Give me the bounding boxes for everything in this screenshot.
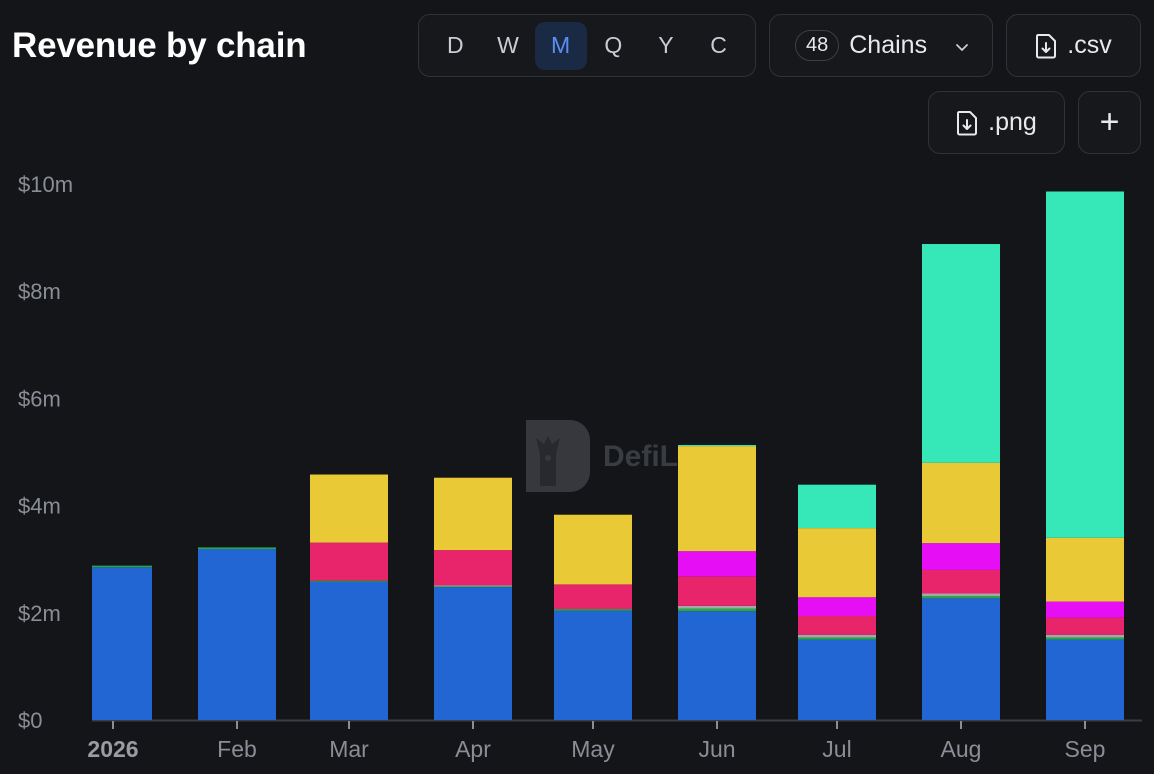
bar-segment — [922, 569, 1000, 594]
bar-segment — [798, 616, 876, 635]
bar-segment — [678, 611, 756, 720]
bar-segment — [434, 477, 512, 551]
bar-segment — [678, 445, 756, 447]
bar-segment — [798, 597, 876, 617]
y-tick-label: $10m — [18, 172, 73, 197]
plus-icon: + — [1099, 103, 1120, 141]
bar-segment — [434, 587, 512, 720]
x-tick-label: May — [571, 736, 615, 762]
bar-segment — [310, 581, 388, 720]
chains-dropdown[interactable]: 48 Chains — [769, 14, 993, 77]
period-year-button[interactable]: Y — [658, 32, 674, 58]
chains-label: Chains — [849, 31, 928, 59]
x-tick-label: 2026 — [87, 736, 138, 762]
bar-segment — [1046, 639, 1124, 720]
csv-label: .csv — [1067, 31, 1112, 59]
bar-segment — [1046, 191, 1124, 538]
add-button[interactable]: + — [1078, 91, 1141, 154]
bar-segment — [92, 565, 152, 568]
y-tick-label: $4m — [18, 494, 61, 519]
y-tick-label: $0 — [18, 708, 42, 733]
bar-segment — [434, 586, 512, 588]
bar-segment — [798, 528, 876, 598]
bar-segment — [554, 514, 632, 585]
bar-segment — [922, 593, 1000, 597]
bar-segment — [554, 609, 632, 611]
bar-segment — [798, 634, 876, 638]
bar-segment — [198, 549, 276, 720]
bar-segment — [798, 637, 876, 640]
bar-segment — [1046, 637, 1124, 640]
bar-segment — [310, 580, 388, 582]
x-tick-label: Apr — [455, 736, 491, 762]
bar-segment — [922, 543, 1000, 570]
file-download-icon — [956, 110, 978, 136]
bar-segment — [922, 244, 1000, 463]
bar-segment — [678, 605, 756, 609]
period-quarter-button[interactable]: Q — [604, 32, 623, 58]
chains-count-badge: 48 — [795, 30, 840, 61]
bar-segment — [434, 550, 512, 586]
bar-segment — [1046, 537, 1124, 602]
bar-segment — [434, 585, 512, 587]
chevron-down-icon — [955, 40, 968, 52]
bar-segment — [678, 576, 756, 606]
bar-segment — [922, 462, 1000, 544]
download-csv-button[interactable]: .csv — [1006, 14, 1141, 77]
x-tick-label: Aug — [941, 736, 982, 762]
chart-title: Revenue by chain — [12, 26, 307, 65]
period-week-button[interactable]: W — [497, 32, 519, 58]
bar-segment — [310, 542, 388, 581]
bar-segment — [678, 446, 756, 552]
y-tick-label: $6m — [18, 386, 61, 411]
period-selector: D W M Q Y C — [418, 14, 756, 77]
x-tick-label: Jul — [822, 736, 851, 762]
bar-segment — [1046, 601, 1124, 618]
png-label: .png — [988, 108, 1037, 136]
bar-segment — [554, 610, 632, 720]
x-tick-label: Jun — [698, 736, 735, 762]
bar-segment — [678, 551, 756, 577]
bar-segment — [798, 484, 876, 529]
y-tick-label: $2m — [18, 601, 61, 626]
download-png-button[interactable]: .png — [928, 91, 1065, 154]
x-tick-label: Feb — [217, 736, 257, 762]
bar-segment — [198, 547, 276, 550]
bar-segment — [678, 608, 756, 612]
bar-segment — [1046, 634, 1124, 638]
period-custom-button[interactable]: C — [710, 32, 727, 58]
x-tick-label: Sep — [1065, 736, 1106, 762]
bar-segment — [922, 596, 1000, 599]
bar-segment — [310, 474, 388, 543]
bar-segment — [554, 584, 632, 610]
x-tick-label: Mar — [329, 736, 369, 762]
period-month-button[interactable]: M — [534, 21, 587, 70]
period-day-button[interactable]: D — [447, 32, 464, 58]
y-tick-label: $8m — [18, 279, 61, 304]
file-download-icon — [1035, 33, 1057, 59]
bar-segment — [922, 598, 1000, 720]
bar-segment — [92, 567, 152, 720]
bar-segment — [1046, 617, 1124, 635]
bar-segment — [798, 639, 876, 720]
